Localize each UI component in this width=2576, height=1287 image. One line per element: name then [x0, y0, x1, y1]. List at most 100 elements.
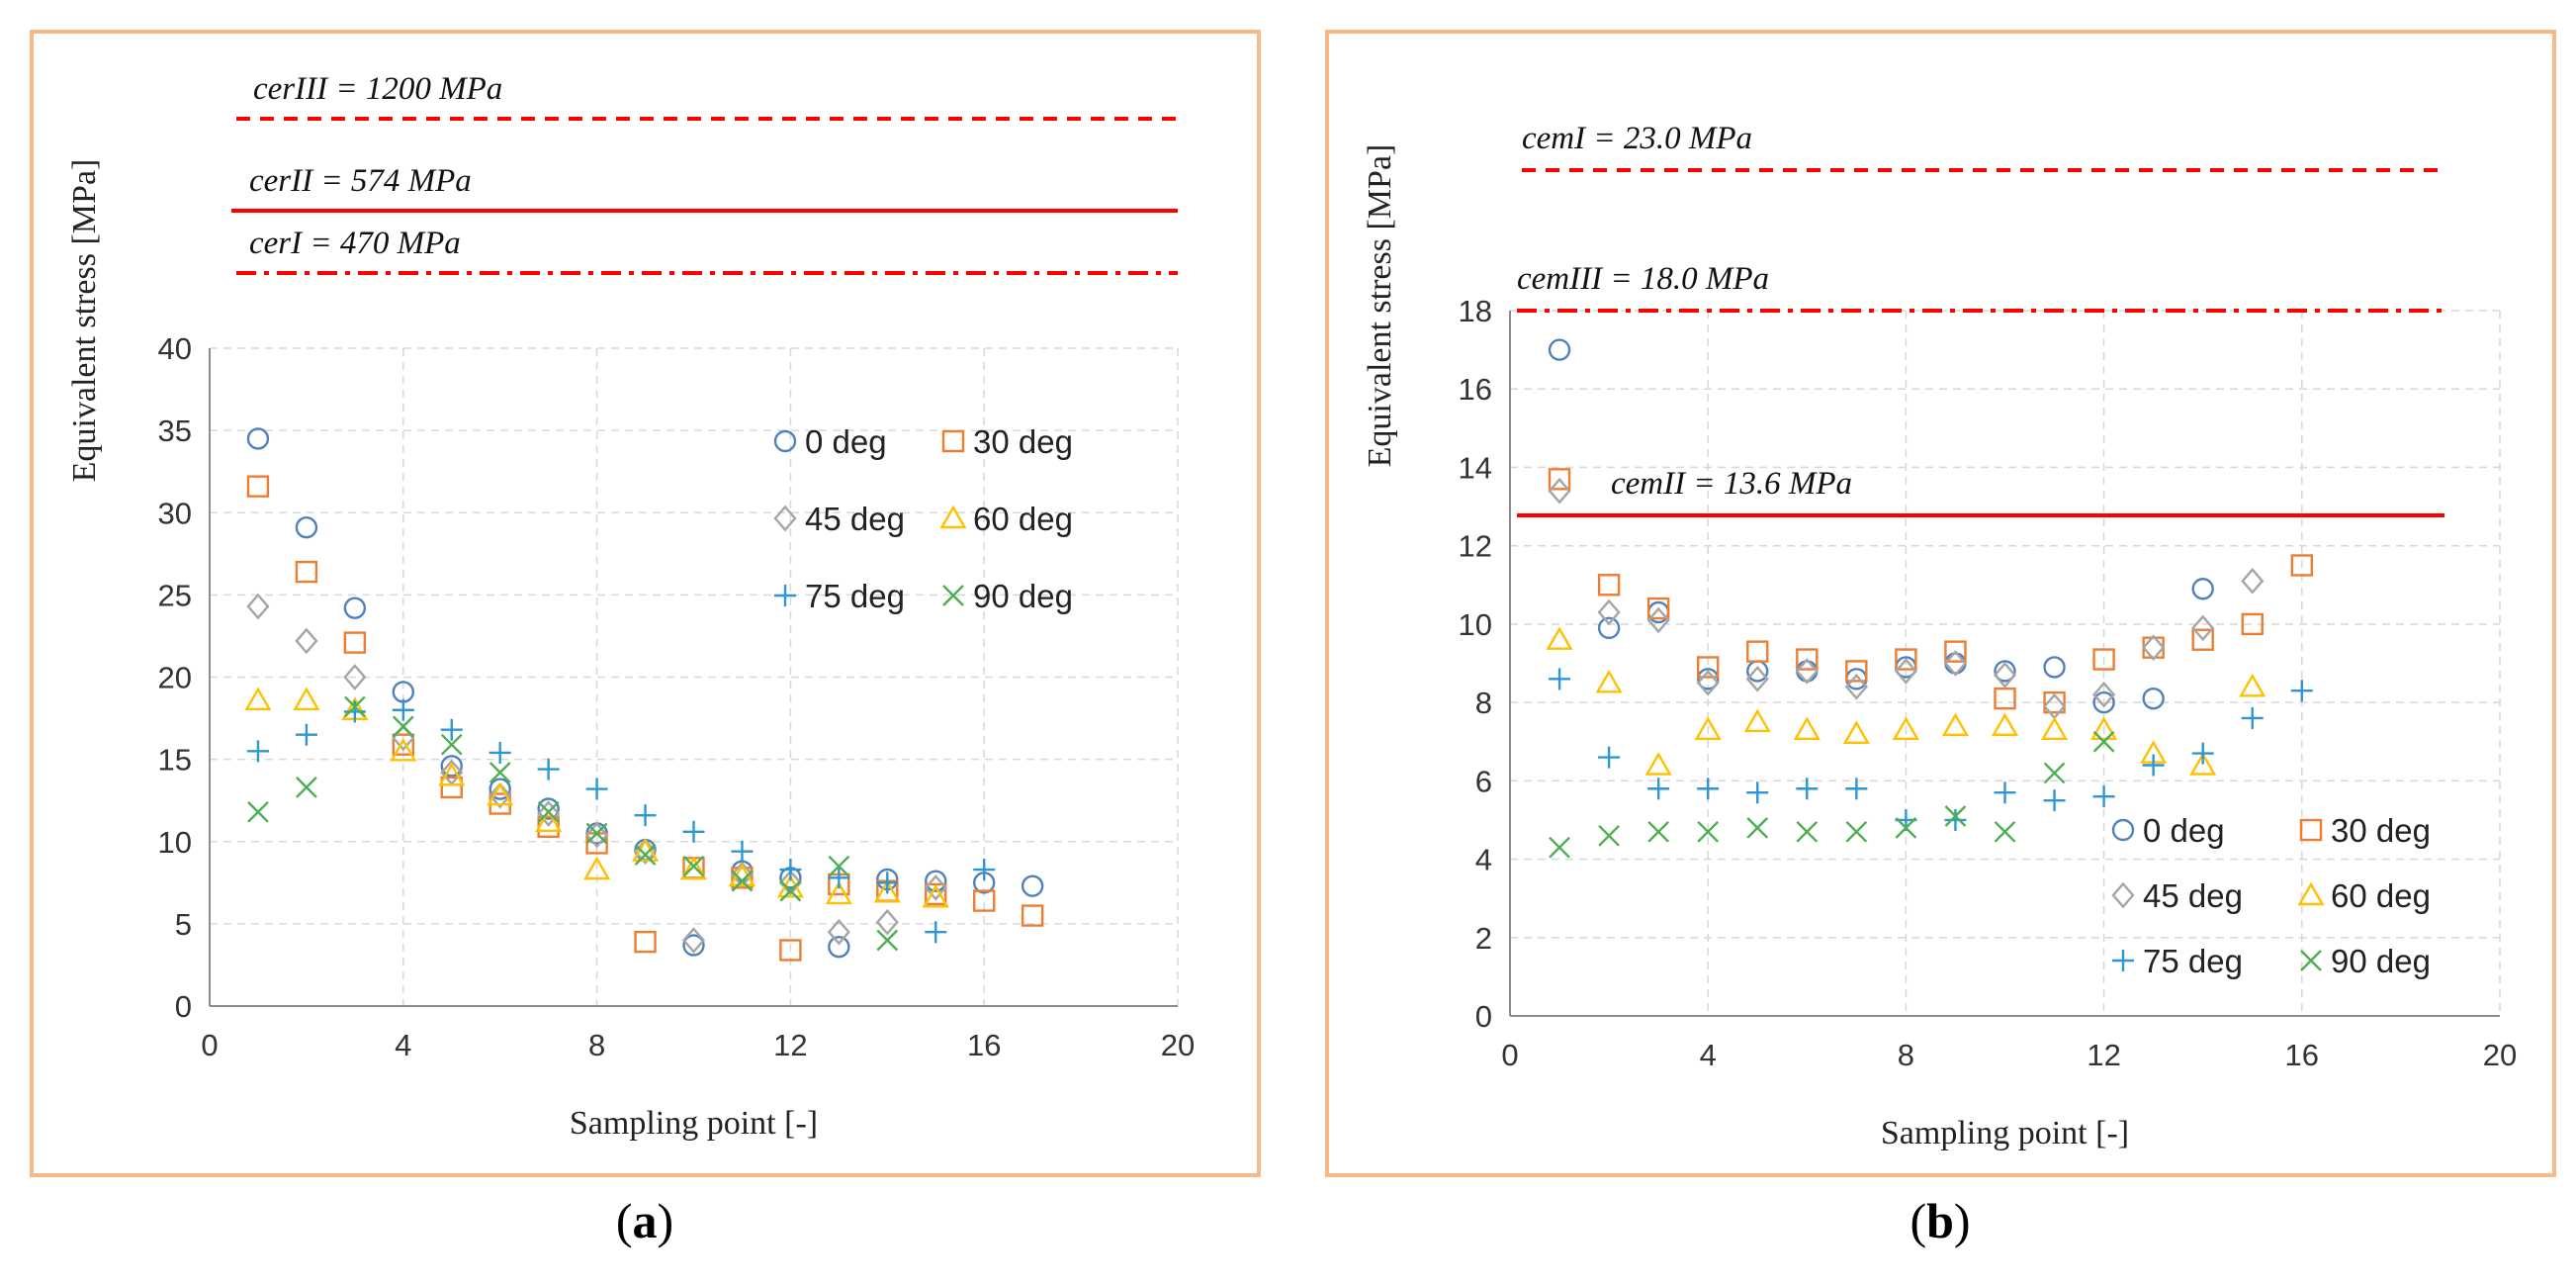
data-point	[1944, 652, 1967, 675]
y-tick-label: 8	[1475, 686, 1492, 720]
data-point	[1944, 808, 1967, 831]
data-point	[293, 687, 320, 710]
data-point	[1697, 656, 1720, 679]
data-point	[1845, 778, 1868, 800]
data-point	[1941, 712, 1970, 737]
data-point	[1745, 666, 1769, 692]
data-point	[1546, 626, 1573, 650]
series-1	[1548, 468, 2313, 714]
series-2	[246, 593, 947, 954]
data-point	[1895, 817, 1917, 839]
x-tick-label: 4	[1700, 1038, 1717, 1072]
chart-panel-b: 0 2 4 6 8 10 12 14 16 18 0 4 8 12 16 20 Sampling point […	[1325, 30, 2556, 1177]
data-point	[925, 921, 947, 944]
y-axis-label: Equivalent stress [MPa]	[1362, 144, 1398, 468]
data-point	[2241, 612, 2264, 636]
data-point	[1549, 668, 1571, 690]
data-point	[1994, 781, 2016, 804]
legend-label: 45 deg	[2143, 877, 2243, 914]
data-point	[246, 593, 270, 620]
data-point	[1646, 606, 1670, 634]
data-point	[2092, 648, 2115, 671]
legend-label: 90 deg	[2331, 943, 2431, 979]
y-tick-label: 4	[1475, 843, 1492, 877]
data-point	[827, 918, 850, 946]
y-tick-label: 15	[158, 743, 192, 778]
y-tick-label: 12	[1459, 529, 1492, 564]
data-point	[1994, 820, 2016, 843]
data-point	[634, 930, 657, 954]
data-point	[681, 927, 706, 954]
data-point	[634, 804, 657, 827]
x-tick-label: 0	[1501, 1038, 1518, 1072]
data-point	[828, 935, 850, 959]
data-point	[2191, 628, 2214, 651]
data-point	[876, 872, 899, 894]
y-tick-label: 0	[1475, 999, 1492, 1034]
y-tick-label: 20	[158, 661, 192, 695]
data-point	[247, 800, 269, 823]
legend-label: 60 deg	[2331, 877, 2431, 914]
data-point	[440, 733, 463, 756]
data-point	[246, 427, 270, 450]
data-point	[779, 859, 802, 881]
x-tick-label: 0	[201, 1028, 218, 1062]
data-point	[1598, 824, 1620, 847]
data-point	[828, 855, 850, 877]
data-point	[1647, 778, 1670, 800]
data-point	[585, 778, 608, 800]
data-point	[1943, 650, 1968, 677]
data-point	[1796, 778, 1819, 800]
data-point	[1793, 716, 1821, 741]
data-point	[1845, 660, 1868, 683]
data-point	[392, 733, 414, 756]
legend-marker	[773, 429, 797, 453]
series-5	[247, 695, 899, 952]
data-point	[1597, 574, 1621, 597]
data-point	[343, 700, 366, 723]
y-tick-label: 5	[175, 907, 192, 942]
data-point	[2189, 752, 2217, 776]
data-point	[1993, 662, 2017, 689]
x-tick-label: 4	[395, 1028, 411, 1062]
caption-b: (b)	[1910, 1193, 1971, 1248]
y-tick-label: 10	[1459, 607, 1492, 642]
series-3	[1546, 626, 2266, 776]
x-tick-label: 16	[967, 1028, 1001, 1062]
legend-label: 0 deg	[805, 423, 887, 460]
data-point	[344, 695, 366, 718]
data-point	[440, 755, 463, 778]
legend-marker	[941, 429, 965, 453]
y-tick-label: 40	[158, 331, 192, 366]
data-point	[778, 869, 802, 896]
data-point	[489, 781, 512, 809]
data-point	[1597, 616, 1621, 640]
data-point	[679, 856, 708, 880]
legend-marker	[939, 505, 967, 529]
legend-label: 30 deg	[973, 423, 1073, 460]
data-point	[295, 516, 318, 539]
data-point	[392, 698, 414, 721]
data-point	[2090, 716, 2118, 741]
data-point	[1795, 658, 1819, 685]
y-tick-label: 14	[1459, 450, 1492, 485]
legend-marker	[2300, 950, 2322, 971]
y-tick-label: 35	[158, 414, 192, 448]
legend-marker	[2112, 950, 2134, 971]
data-point	[1598, 746, 1621, 769]
data-point	[1796, 648, 1819, 671]
data-point	[440, 776, 463, 799]
data-point	[924, 873, 947, 901]
data-point	[1697, 668, 1720, 690]
data-point	[682, 820, 705, 843]
data-point	[1746, 640, 1769, 663]
data-point	[2043, 656, 2066, 679]
y-axis-label: Equivalent stress [MPa]	[66, 159, 103, 483]
data-point	[2092, 730, 2115, 753]
data-point	[634, 844, 657, 866]
series-4	[246, 698, 996, 944]
data-point	[2092, 785, 2115, 808]
reference-line-label: cemII = 13.6 MPa	[1611, 466, 1852, 502]
data-point	[246, 475, 270, 498]
legend-label: 75 deg	[2143, 943, 2243, 979]
